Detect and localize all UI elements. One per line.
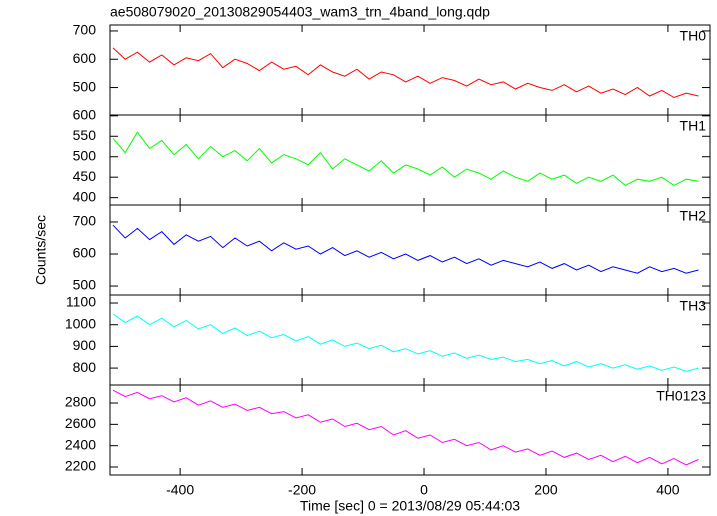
series-label: TH3 [680,298,707,314]
y-tick-label: 900 [73,337,97,353]
panel-frame [109,204,711,296]
y-tick-label: 1000 [65,315,96,331]
x-tick-label: -200 [288,482,316,498]
y-tick-label: 1100 [66,294,96,310]
series-label: TH2 [680,208,707,224]
y-tick-label: 550 [73,127,97,143]
series-label: TH0123 [656,388,706,404]
panel-frame [109,114,711,206]
panel-frame [109,24,711,116]
y-tick-label: 600 [73,107,97,123]
y-tick-label: 500 [73,147,97,163]
panel-frame [109,384,711,476]
y-tick-label: 800 [73,359,97,375]
x-axis-label: Time [sec] 0 = 2013/08/29 05:44:03 [300,498,520,514]
x-tick-label: 400 [656,482,680,498]
y-tick-label: 600 [73,245,97,261]
y-tick-label: 500 [73,277,97,293]
y-tick-label: 600 [73,50,97,66]
x-tick-label: 0 [420,482,428,498]
chart-title: ae508079020_20130829054403_wam3_trn_4ban… [110,4,490,20]
panel-frame [109,294,711,386]
data-line [112,313,699,372]
y-tick-label: 500 [73,78,97,94]
y-axis-label: Counts/sec [33,215,49,285]
data-line [112,131,699,186]
y-tick-label: 2600 [65,415,96,431]
series-label: TH0 [680,28,707,44]
y-tick-label: 2800 [65,394,96,410]
data-line [112,224,699,274]
y-tick-label: 2200 [65,458,96,474]
y-tick-label: 400 [73,188,97,204]
data-line [112,389,699,466]
data-line [112,47,699,99]
series-label: TH1 [680,118,707,134]
y-tick-label: 700 [73,213,97,229]
y-tick-label: 700 [73,22,97,38]
y-tick-label: 450 [73,168,97,184]
x-tick-label: -400 [166,482,194,498]
y-tick-label: 2400 [65,436,96,452]
x-tick-label: 200 [534,482,558,498]
